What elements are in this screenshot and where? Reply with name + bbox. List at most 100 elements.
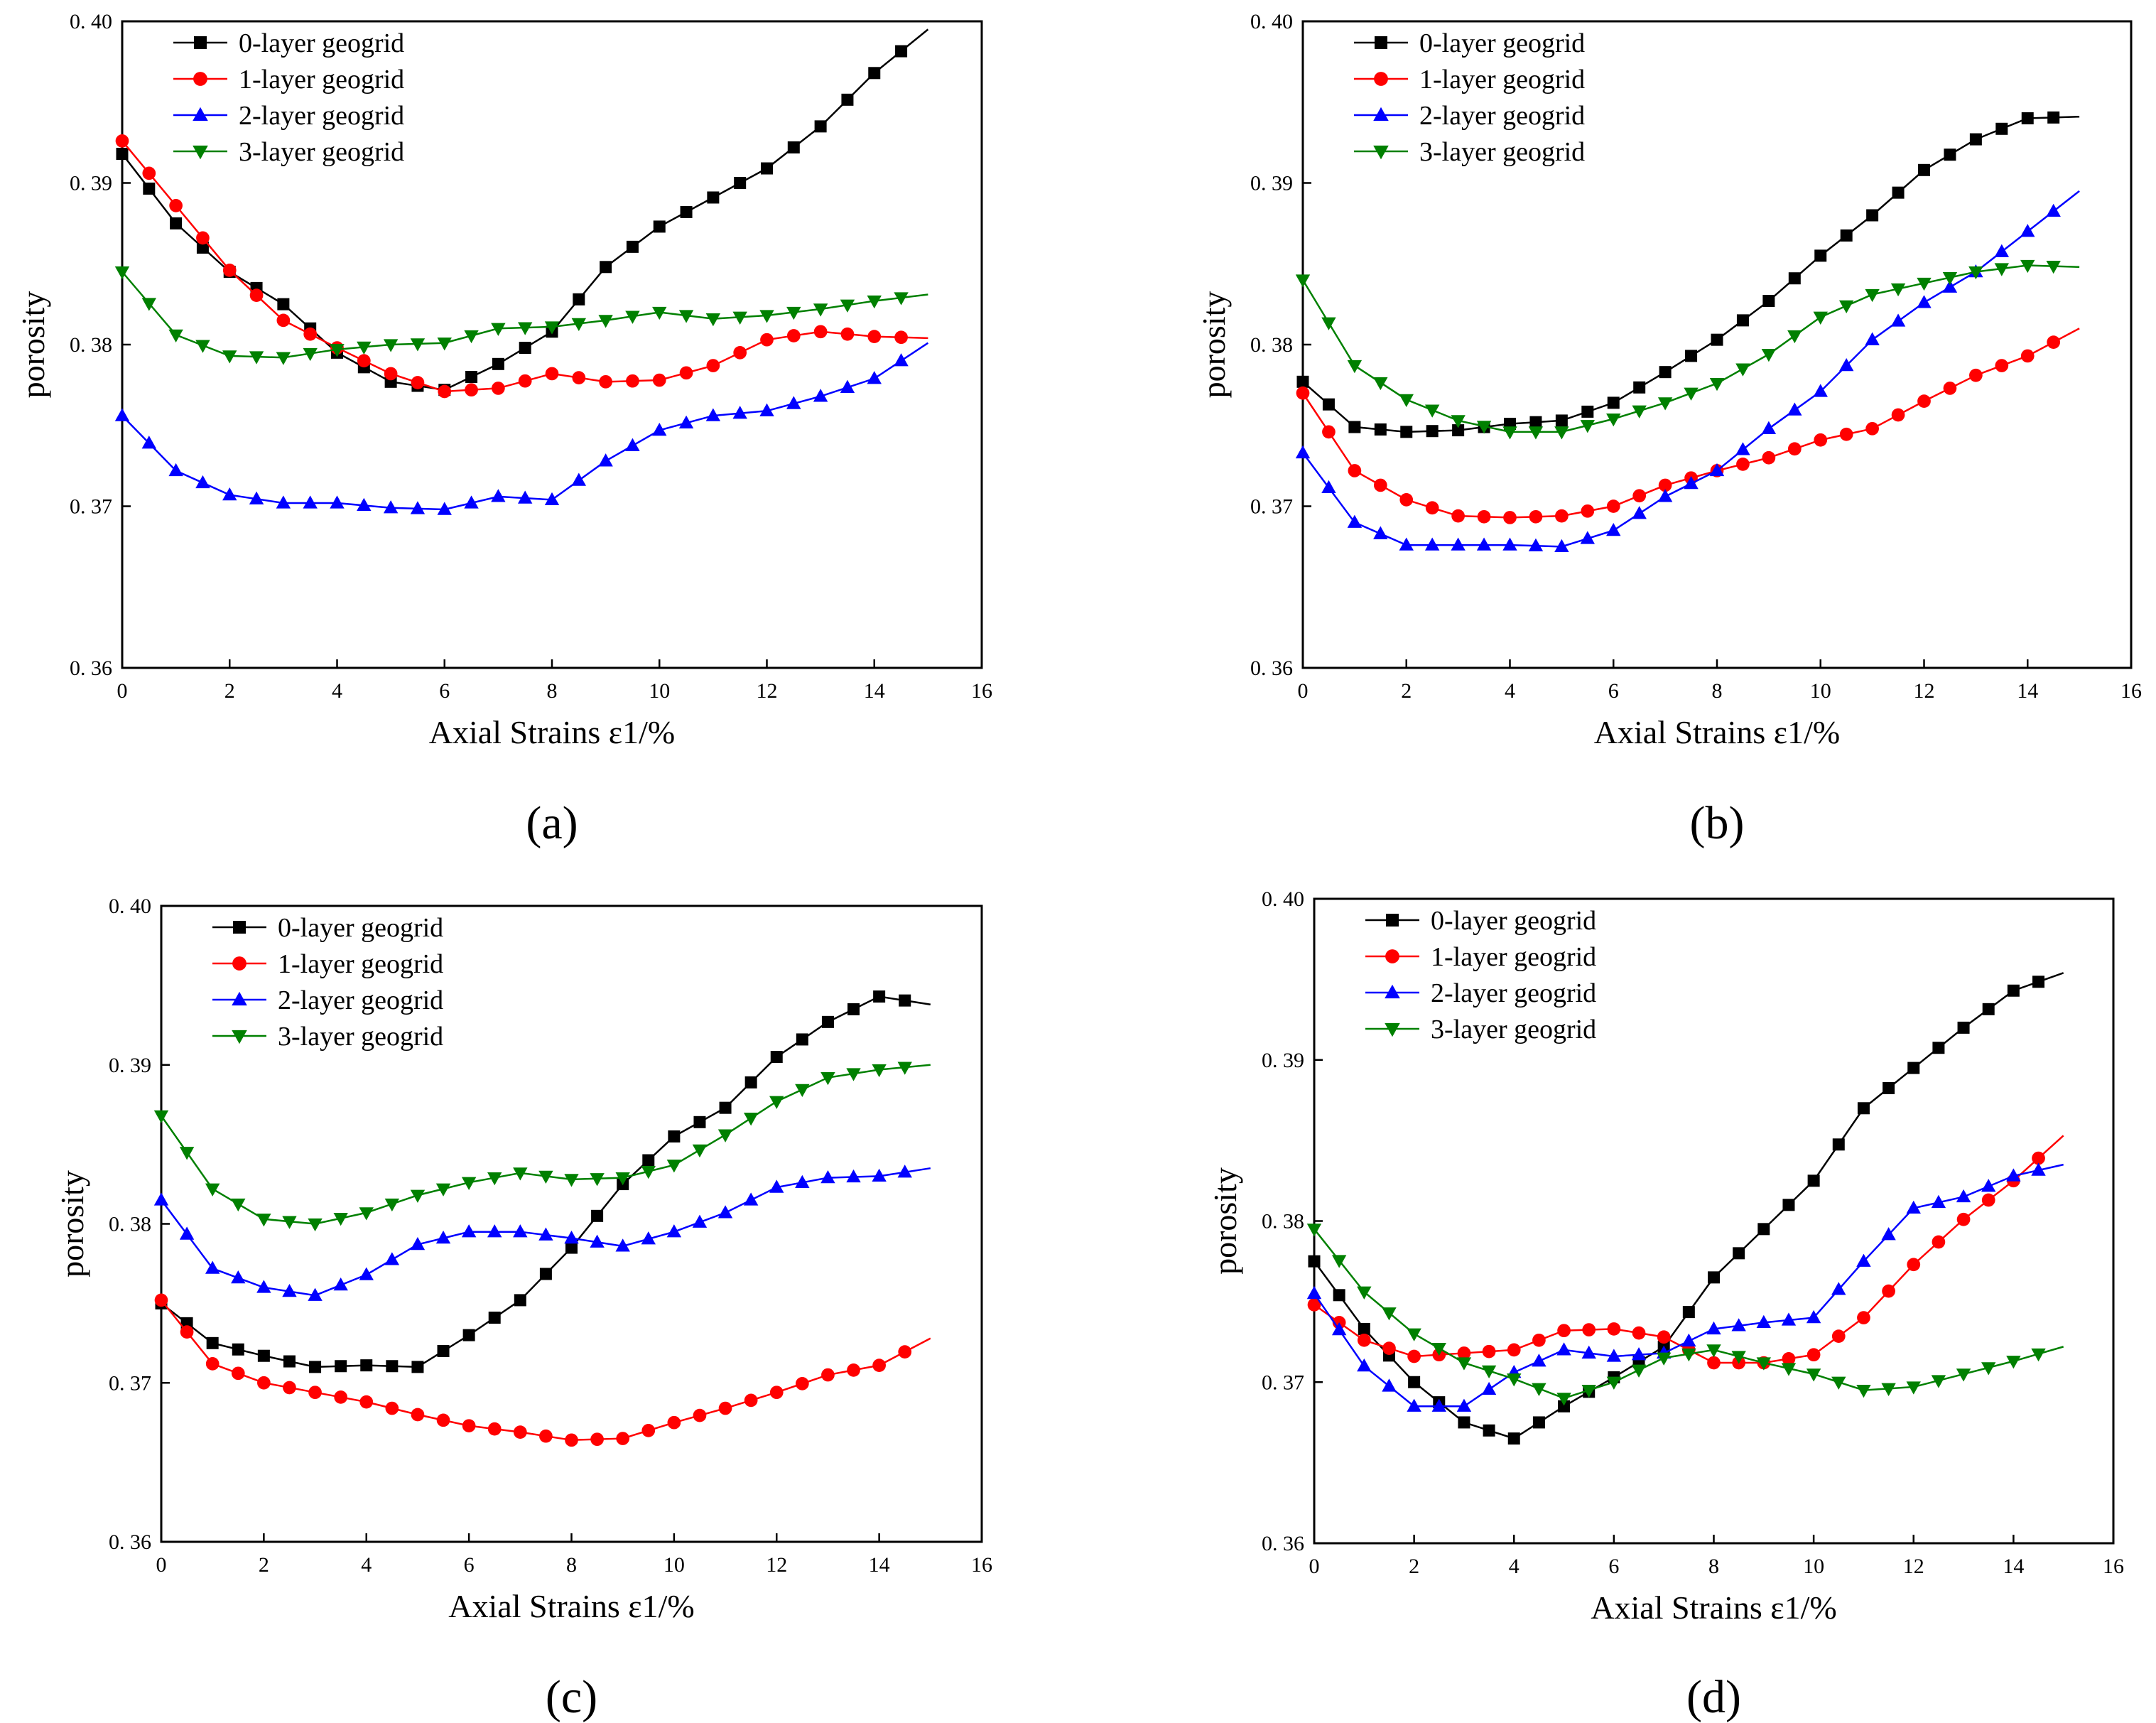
panel-a-y-tick-label: 0. 38 — [70, 333, 112, 357]
panel-c-data-point — [564, 1174, 579, 1187]
panel-c-data-point — [873, 990, 886, 1003]
panel-c-data-point — [847, 1363, 860, 1377]
panel-d-data-point — [1982, 1003, 1995, 1015]
panel-c-data-point — [231, 1270, 246, 1284]
panel-b-data-point — [1399, 493, 1414, 507]
panel-b-data-point — [1374, 423, 1387, 436]
panel-a-data-point — [573, 293, 585, 306]
panel-d-data-point — [1382, 1307, 1397, 1321]
panel-a-data-point — [196, 231, 210, 245]
panel-b-data-point — [1969, 368, 1983, 382]
panel-a-legend-label-3: 3-layer geogrid — [239, 137, 404, 167]
panel-b-y-tick-label: 0. 38 — [1250, 333, 1293, 357]
panel-d-x-tick-label: 4 — [1509, 1555, 1520, 1578]
panel-c-data-point — [717, 1129, 733, 1143]
panel-a-series-markers-2 — [114, 353, 909, 515]
panel-d-data-point — [1733, 1247, 1745, 1260]
panel-c-legend-label-2: 2-layer geogrid — [278, 985, 443, 1015]
panel-a-data-point — [652, 422, 667, 436]
panel-b-series-markers-3 — [1295, 259, 2061, 440]
panel-a-data-point — [813, 303, 828, 317]
panel-c-data-point — [333, 1213, 348, 1226]
panel-b-data-point — [1917, 394, 1931, 408]
panel-d-data-point — [1358, 1322, 1370, 1335]
panel-b-x-tick-label: 12 — [1914, 679, 1935, 703]
panel-c-data-point — [411, 1361, 424, 1373]
panel-d-data-point — [1308, 1255, 1321, 1268]
panel-c-data-point — [615, 1172, 630, 1186]
panel-c-legend-label-3: 3-layer geogrid — [278, 1022, 443, 1052]
panel-a-data-point — [142, 166, 156, 180]
panel-c-data-point — [308, 1287, 323, 1301]
panel-b-data-point — [1348, 464, 1362, 477]
panel-c-legend-marker-0 — [233, 921, 246, 934]
panel-b-data-point — [1761, 349, 1777, 362]
panel-c-data-point — [384, 1252, 400, 1265]
panel-d-data-point — [1632, 1326, 1646, 1340]
panel-c-data-point — [335, 1360, 347, 1373]
panel-b-data-point — [1838, 300, 1854, 314]
panel-d-series-markers-2 — [1306, 1162, 2046, 1412]
panel-c-data-point — [231, 1198, 246, 1212]
panel-a-data-point — [249, 351, 264, 364]
panel-c-data-point — [180, 1325, 194, 1339]
panel-b-data-point — [2021, 112, 2034, 124]
panel-d-data-point — [1832, 1138, 1845, 1151]
panel-d-data-point — [1306, 1224, 1322, 1237]
panel-d-data-point — [1681, 1348, 1696, 1362]
panel-d-data-point — [1507, 1373, 1522, 1387]
panel-a-data-point — [437, 502, 452, 515]
panel-c-data-point — [693, 1408, 707, 1422]
panel-c-legend-marker-1 — [232, 956, 247, 971]
panel-d-legend-marker-1 — [1385, 949, 1399, 963]
panel-d-data-point — [1357, 1358, 1372, 1372]
panel-c-data-point — [820, 1072, 835, 1086]
panel-b-data-point — [2046, 261, 2061, 274]
panel-b-x-tick-label: 4 — [1505, 679, 1515, 703]
panel-b-data-point — [1994, 263, 2010, 276]
panel-a-legend-marker-1 — [193, 72, 207, 86]
panel-b-data-point — [1788, 272, 1801, 285]
panel-d-data-point — [1756, 1357, 1772, 1371]
panel-d-data-point — [1756, 1314, 1772, 1329]
panel-b-data-point — [1554, 539, 1569, 553]
panel-b-data-point — [1684, 387, 1699, 401]
panel-b-data-point — [1322, 398, 1335, 411]
panel-c-data-point — [744, 1076, 757, 1089]
panel-c-x-axis-title: Axial Strains ε1/% — [448, 1588, 694, 1624]
panel-a-legend-marker-3 — [193, 145, 208, 160]
panel-d-data-point — [1431, 1342, 1446, 1356]
panel-b-data-point — [1451, 509, 1465, 523]
panel-c-series-markers-2 — [153, 1165, 912, 1301]
panel-a-data-point — [383, 500, 399, 514]
panel-d-data-point — [1606, 1349, 1622, 1362]
panel-b-y-tick-label: 0. 36 — [1250, 657, 1293, 680]
panel-b-data-point — [1969, 133, 1982, 146]
panel-c-data-point — [435, 1231, 451, 1244]
panel-c: 0 2 4 6 8 10 12 14 16 0. 36 0. 37 0. 38 0. 39 0. 40 Ax… — [54, 895, 992, 1723]
panel-d-data-point — [1831, 1282, 1846, 1295]
panel-d-data-point — [1631, 1347, 1647, 1361]
panel-c-data-point — [232, 1343, 244, 1356]
panel-d-data-point — [1907, 1062, 1920, 1074]
panel-a-data-point — [707, 191, 720, 204]
panel-d-data-point — [1607, 1322, 1621, 1336]
panel-b-data-point — [1373, 526, 1388, 539]
panel-c-data-point — [872, 1359, 886, 1372]
panel-d-data-point — [1581, 1345, 1596, 1359]
panel-b-data-point — [1606, 414, 1621, 427]
panel-b-legend: 0-layer geogrid 1-layer geogrid 2-layer ge… — [1354, 28, 1585, 167]
panel-a-data-point — [759, 310, 774, 323]
panel-a-legend-marker-0 — [194, 36, 207, 49]
panel-b-legend-marker-0 — [1375, 36, 1387, 49]
panel-a-data-point — [518, 374, 532, 388]
panel-d-panel-label: (d) — [1686, 1671, 1741, 1723]
panel-c-data-point — [487, 1224, 502, 1238]
panel-d-data-point — [1806, 1309, 1821, 1324]
panel-a-y-tick-label: 0. 36 — [70, 657, 112, 680]
panel-c-data-point — [488, 1312, 501, 1324]
panel-d-data-point — [1956, 1189, 1971, 1203]
panel-c-legend-label-1: 1-layer geogrid — [278, 949, 443, 979]
panel-d-data-point — [1431, 1398, 1446, 1412]
